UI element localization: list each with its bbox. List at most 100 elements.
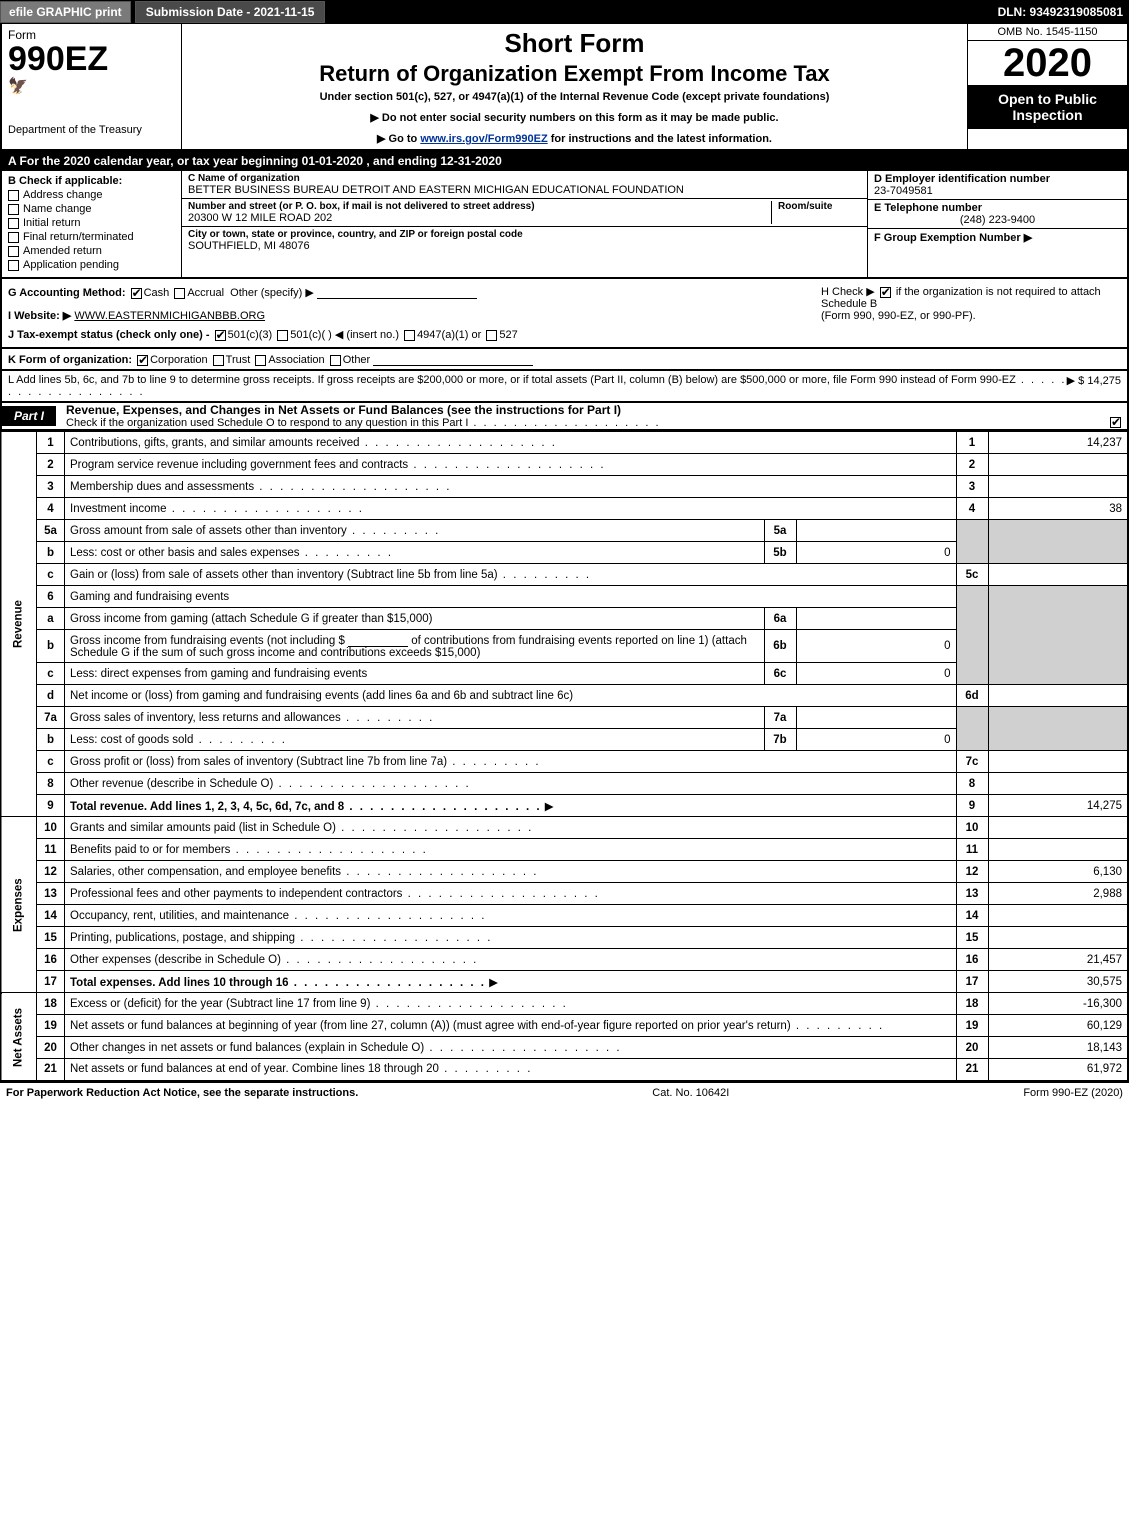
city-label: City or town, state or province, country… [188, 229, 861, 240]
line-amount: 30,575 [988, 971, 1128, 993]
line-num: c [37, 751, 65, 773]
top-bar: efile GRAPHIC print Submission Date - 20… [0, 0, 1129, 24]
line-num: 17 [37, 971, 65, 993]
total-exp-label: Total expenses. Add lines 10 through 16 [70, 977, 486, 989]
identity-block: B Check if applicable: Address change Na… [0, 171, 1129, 279]
line-ref: 18 [956, 993, 988, 1015]
sub-line-num: 5b [764, 542, 796, 564]
line-desc: Investment income [65, 498, 957, 520]
table-row: 12 Salaries, other compensation, and emp… [1, 861, 1128, 883]
line-num: b [37, 542, 65, 564]
check-name-change[interactable]: Name change [8, 203, 175, 215]
line-ref: 11 [956, 839, 988, 861]
check-501c[interactable] [277, 330, 288, 341]
grey-cell [988, 586, 1128, 685]
line-num: a [37, 608, 65, 630]
table-row: 3 Membership dues and assessments 3 [1, 476, 1128, 498]
k-trust: Trust [226, 354, 251, 366]
line-desc: Benefits paid to or for members [65, 839, 957, 861]
check-501c3[interactable] [215, 330, 226, 341]
irs-link[interactable]: www.irs.gov/Form990EZ [420, 133, 547, 145]
ein-label: D Employer identification number [874, 173, 1121, 185]
line-desc: Grants and similar amounts paid (list in… [65, 817, 957, 839]
line-ref: 8 [956, 773, 988, 795]
line-num: 14 [37, 905, 65, 927]
check-amended-return[interactable]: Amended return [8, 245, 175, 257]
table-row: c Gain or (loss) from sale of assets oth… [1, 564, 1128, 586]
open-to-public: Open to Public Inspection [968, 85, 1127, 129]
line-ref: 17 [956, 971, 988, 993]
check-final-return[interactable]: Final return/terminated [8, 231, 175, 243]
j-opt3: 4947(a)(1) or [417, 329, 481, 341]
tax-year: 2020 [968, 41, 1127, 85]
check-527[interactable] [486, 330, 497, 341]
check-accrual[interactable] [174, 288, 185, 299]
ein-value: 23-7049581 [874, 185, 1121, 197]
line-l: L Add lines 5b, 6c, and 7b to line 9 to … [0, 371, 1129, 403]
line-amount [988, 564, 1128, 586]
line-desc: Gross income from fundraising events (no… [65, 630, 765, 663]
line-ref: 20 [956, 1037, 988, 1059]
line-num: c [37, 663, 65, 685]
line-amount: -16,300 [988, 993, 1128, 1015]
sub-line-val [796, 707, 956, 729]
org-name: BETTER BUSINESS BUREAU DETROIT AND EASTE… [188, 184, 861, 196]
line-ref: 7c [956, 751, 988, 773]
check-trust[interactable] [213, 355, 224, 366]
box-f: F Group Exemption Number ▶ [868, 229, 1127, 246]
line-amount: 14,237 [988, 432, 1128, 454]
line-desc: Net assets or fund balances at beginning… [65, 1015, 957, 1037]
table-row: 9 Total revenue. Add lines 1, 2, 3, 4, 5… [1, 795, 1128, 817]
check-address-change[interactable]: Address change [8, 189, 175, 201]
check-cash[interactable] [131, 288, 142, 299]
line-amount [988, 839, 1128, 861]
total-rev-label: Total revenue. Add lines 1, 2, 3, 4, 5c,… [70, 801, 542, 813]
line-num: 8 [37, 773, 65, 795]
street: 20300 W 12 MILE ROAD 202 [188, 212, 771, 224]
check-label: Final return/terminated [23, 231, 134, 243]
line-amount [988, 685, 1128, 707]
line-desc: Total expenses. Add lines 10 through 16 … [65, 971, 957, 993]
i-label: I Website: ▶ [8, 310, 71, 322]
table-row: 2 Program service revenue including gove… [1, 454, 1128, 476]
other-specify-field[interactable] [317, 285, 477, 299]
k-other: Other [343, 354, 371, 366]
line-num: 16 [37, 949, 65, 971]
line-desc: Salaries, other compensation, and employ… [65, 861, 957, 883]
line-amount [988, 817, 1128, 839]
check-schedule-o[interactable] [1110, 417, 1121, 428]
sub-line-num: 6b [764, 630, 796, 663]
website-link[interactable]: WWW.EASTERNMICHIGANBBB.ORG [74, 310, 265, 322]
line-amount [988, 773, 1128, 795]
table-row: 5a Gross amount from sale of assets othe… [1, 520, 1128, 542]
efile-print-button[interactable]: efile GRAPHIC print [0, 1, 131, 23]
line-ref: 19 [956, 1015, 988, 1037]
line-ref: 15 [956, 927, 988, 949]
check-h[interactable] [880, 287, 891, 298]
table-row: 20 Other changes in net assets or fund b… [1, 1037, 1128, 1059]
grey-cell [956, 586, 988, 685]
treasury-seal-icon: 🦅 [8, 76, 175, 96]
table-row: 17 Total expenses. Add lines 10 through … [1, 971, 1128, 993]
line-num: 5a [37, 520, 65, 542]
check-corporation[interactable] [137, 355, 148, 366]
line-num: d [37, 685, 65, 707]
sub-line-val [796, 520, 956, 542]
sub-line-val: 0 [796, 729, 956, 751]
k-other-field[interactable] [373, 352, 533, 366]
line-num: 19 [37, 1015, 65, 1037]
check-4947[interactable] [404, 330, 415, 341]
contrib-field[interactable] [348, 633, 408, 647]
department-label: Department of the Treasury [8, 124, 175, 136]
check-initial-return[interactable]: Initial return [8, 217, 175, 229]
sub-line-num: 5a [764, 520, 796, 542]
line-amount [988, 476, 1128, 498]
phone-value: (248) 223-9400 [874, 214, 1121, 226]
org-name-row: C Name of organization BETTER BUSINESS B… [182, 171, 867, 199]
check-other-org[interactable] [330, 355, 341, 366]
check-association[interactable] [255, 355, 266, 366]
phone-label: E Telephone number [874, 202, 1121, 214]
line-amount: 21,457 [988, 949, 1128, 971]
line-num: 20 [37, 1037, 65, 1059]
check-application-pending[interactable]: Application pending [8, 259, 175, 271]
